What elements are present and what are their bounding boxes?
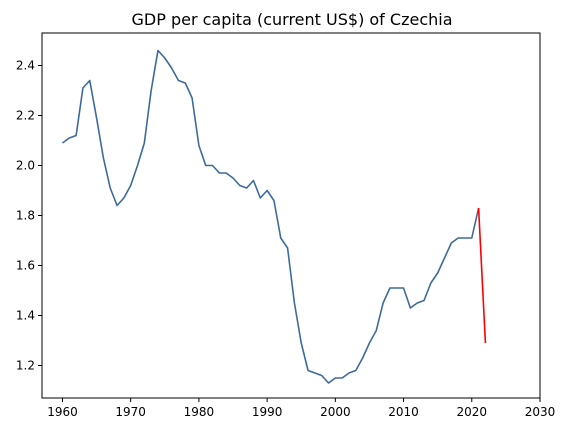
series-line-1 [477,207,487,344]
x-tick-label: 2000 [320,405,351,419]
x-tick-label: 2010 [388,405,419,419]
series-line-0 [61,49,480,384]
x-tick-label: 1960 [47,405,78,419]
y-tick-label: 2.2 [16,109,35,123]
y-tick-label: 1.6 [16,259,35,273]
x-tick-label: 1980 [184,405,215,419]
y-tick-label: 1.8 [16,209,35,223]
x-tick-label: 1970 [115,405,146,419]
x-tick-label: 2020 [457,405,488,419]
y-tick-label: 2.4 [16,59,35,73]
x-axis: 1960 1970 1980 1990 2000 2010 2020 2030 [47,398,555,419]
chart-title: GDP per capita (current US$) of Czechia [131,10,452,29]
x-tick-label: 2030 [525,405,556,419]
y-tick-label: 2.0 [16,159,35,173]
y-tick-label: 1.4 [16,309,35,323]
y-tick-label: 1.2 [16,359,35,373]
plot-frame [41,32,541,399]
plot-series [61,49,487,384]
x-tick-label: 1990 [252,405,283,419]
y-axis: 1.2 1.4 1.6 1.8 2.0 2.2 2.4 [16,59,42,373]
